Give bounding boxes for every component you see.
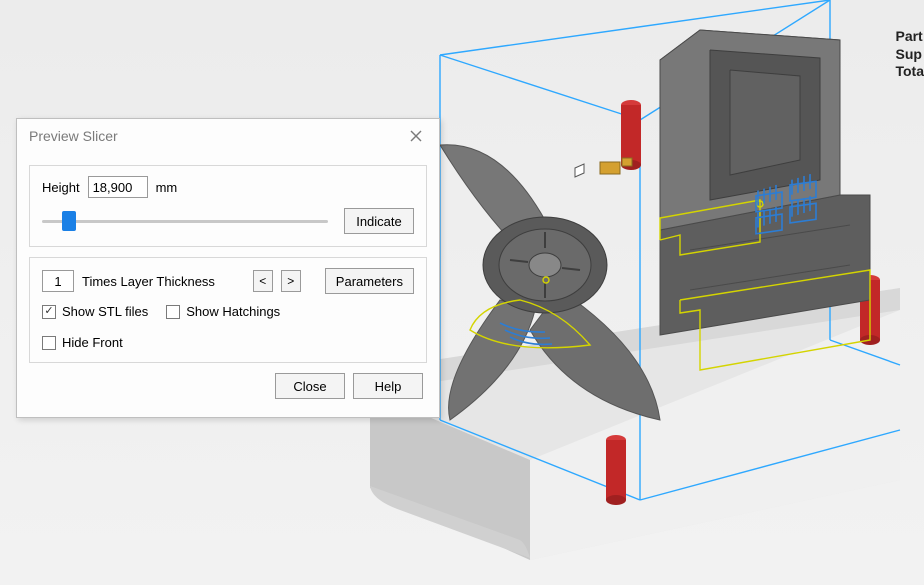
height-input[interactable]: [88, 176, 148, 198]
dialog-title: Preview Slicer: [29, 128, 118, 144]
checkbox-hide-front[interactable]: Hide Front: [42, 335, 123, 350]
height-group: Height mm Indicate: [29, 165, 427, 247]
close-button[interactable]: Close: [275, 373, 345, 399]
times-label: Times Layer Thickness: [82, 274, 245, 289]
indicate-button[interactable]: Indicate: [344, 208, 414, 234]
times-input[interactable]: [42, 270, 74, 292]
slider-thumb[interactable]: [62, 211, 76, 231]
checkbox-show-hatchings[interactable]: Show Hatchings: [166, 304, 280, 319]
close-icon[interactable]: [401, 125, 431, 147]
dialog-titlebar[interactable]: Preview Slicer: [17, 119, 439, 153]
info-line-part: Part: [895, 28, 924, 46]
checkbox-show-hatchings-label: Show Hatchings: [186, 304, 280, 319]
height-unit: mm: [156, 180, 178, 195]
preview-slicer-dialog: Preview Slicer Height mm Indicate: [16, 118, 440, 418]
info-panel: Part Sup Tota: [895, 28, 924, 81]
checkbox-show-stl-label: Show STL files: [62, 304, 148, 319]
info-line-total: Tota: [895, 63, 924, 81]
checkbox-show-stl[interactable]: ✓ Show STL files: [42, 304, 148, 319]
step-prev-button[interactable]: <: [253, 270, 273, 292]
height-slider[interactable]: [42, 209, 328, 233]
step-next-button[interactable]: >: [281, 270, 301, 292]
checkbox-hide-front-label: Hide Front: [62, 335, 123, 350]
height-label: Height: [42, 180, 80, 195]
help-button[interactable]: Help: [353, 373, 423, 399]
part-housing: [660, 30, 870, 335]
layer-group: Times Layer Thickness < > Parameters ✓ S…: [29, 257, 427, 363]
info-line-sup: Sup: [895, 46, 924, 64]
parameters-button[interactable]: Parameters: [325, 268, 414, 294]
